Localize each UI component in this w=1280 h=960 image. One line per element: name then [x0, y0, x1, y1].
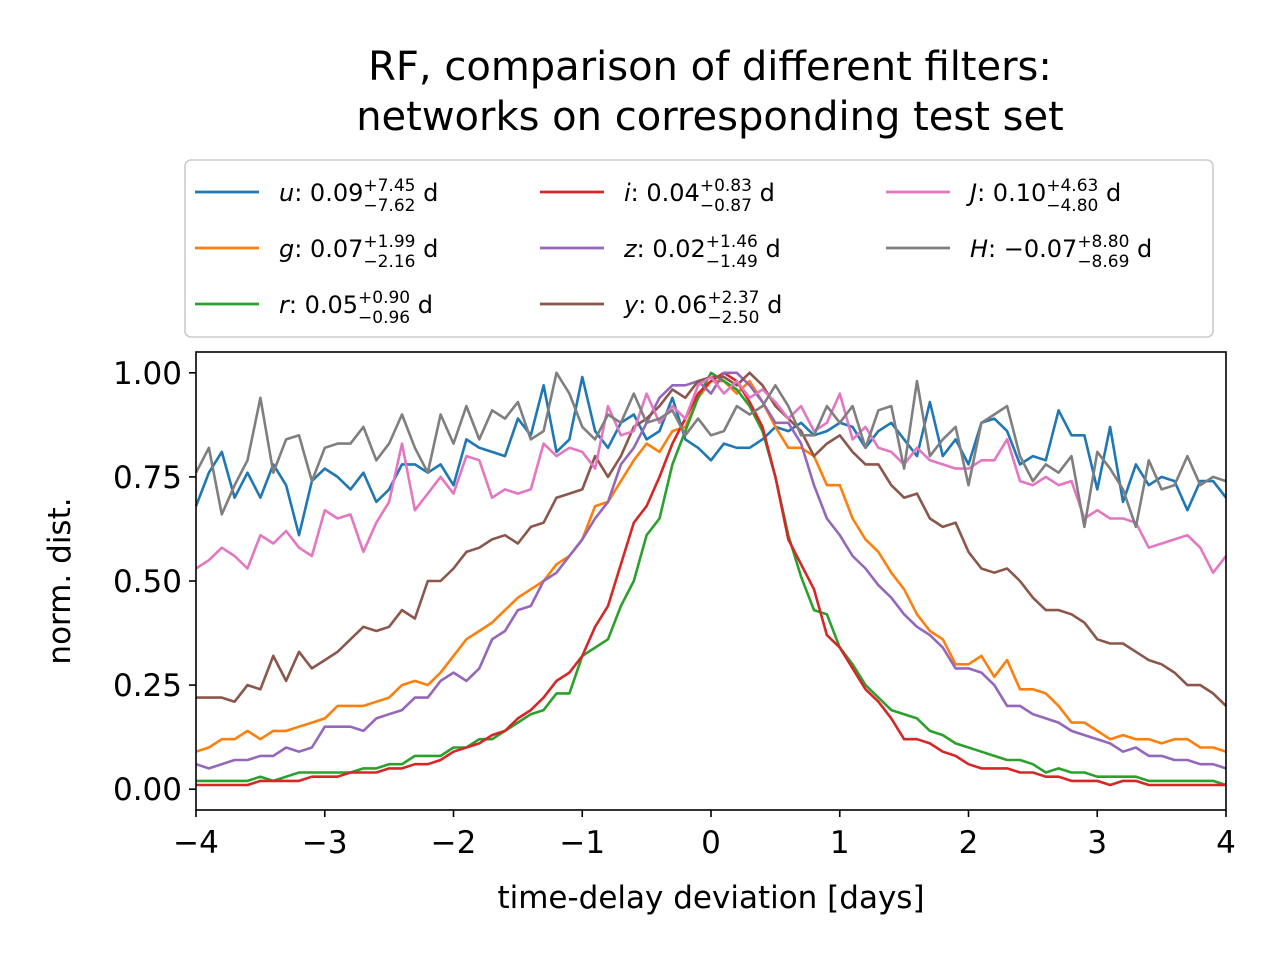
legend-label: z: 0.02+1.46 −1.49 d [623, 232, 781, 272]
legend: u: 0.09+7.45 −7.62 d g: 0.07+1.99 −2.16 d r:… [184, 159, 1214, 338]
legend-item-r: r: 0.05+0.90 −0.96 d [195, 288, 433, 328]
x-tick-label: −4 [173, 825, 219, 861]
plot-area [194, 351, 1228, 811]
x-tick-label: 2 [959, 825, 979, 861]
series-group [194, 371, 1228, 787]
x-tick-label: 0 [701, 825, 721, 861]
legend-item-y: y: 0.06+2.37 −2.50 d [540, 288, 782, 328]
legend-label: J: 0.10+4.63 −4.80 d [966, 176, 1121, 216]
x-tick-label: −3 [302, 825, 348, 861]
x-tick-label: 4 [1216, 825, 1236, 861]
legend-label: g: 0.07+1.99 −2.16 d [279, 232, 438, 272]
legend-label: u: 0.09+7.45 −7.62 d [279, 176, 438, 216]
x-axis: −4 −3 −2 −1 0 1 2 3 4 [173, 810, 1236, 861]
series-line-z [195, 371, 1227, 770]
y-tick-label: 1.00 [113, 356, 182, 392]
x-tick-label: 1 [830, 825, 850, 861]
series-line-H [194, 371, 1227, 529]
y-tick-label: 0.25 [113, 668, 182, 704]
plot-background [196, 352, 1226, 810]
y-tick-label: 0.00 [113, 772, 182, 808]
series-line-J [195, 375, 1228, 575]
y-axis: 0.00 0.25 0.50 0.75 1.00 [113, 356, 196, 808]
legend-label: r: 0.05+0.90 −0.96 d [279, 288, 433, 328]
x-tick-label: −1 [559, 825, 605, 861]
legend-item-u: u: 0.09+7.45 −7.62 d [195, 176, 438, 216]
x-tick-label: −2 [431, 825, 477, 861]
series-line-r [196, 371, 1227, 787]
y-axis-label: norm. dist. [42, 497, 78, 664]
legend-item-i: i: 0.04+0.83 −0.87 d [540, 176, 775, 216]
chart-title-line-1: RF, comparison of different filters: [368, 44, 1052, 90]
legend-label: i: 0.04+0.83 −0.87 d [624, 176, 775, 216]
chart-title-line-2: networks on corresponding test set [356, 94, 1064, 140]
legend-item-g: g: 0.07+1.99 −2.16 d [195, 232, 438, 272]
legend-item-H: H: −0.07+8.80 −8.69 d [886, 232, 1152, 272]
y-tick-label: 0.75 [113, 460, 182, 496]
legend-label: H: −0.07+8.80 −8.69 d [970, 232, 1152, 272]
legend-item-z: z: 0.02+1.46 −1.49 d [540, 232, 781, 272]
x-axis-label: time-delay deviation [days] [497, 880, 924, 916]
legend-label: y: 0.06+2.37 −2.50 d [623, 288, 782, 328]
series-line-i [196, 371, 1226, 787]
series-line-u [194, 375, 1228, 537]
x-tick-label: 3 [1087, 825, 1107, 861]
y-tick-label: 0.50 [113, 564, 182, 600]
legend-frame [184, 159, 1214, 338]
legend-item-J: J: 0.10+4.63 −4.80 d [886, 176, 1121, 216]
